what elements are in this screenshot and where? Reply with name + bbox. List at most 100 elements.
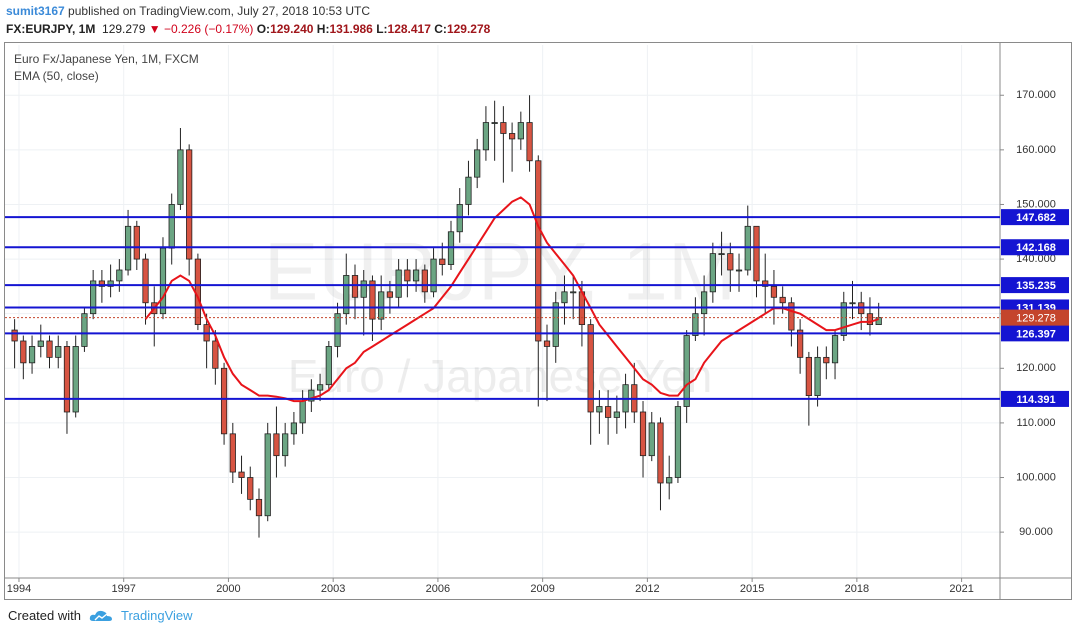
candle-body xyxy=(360,280,367,298)
candle-body xyxy=(683,335,690,407)
candle-body xyxy=(814,356,821,397)
l-label: L: xyxy=(376,22,388,36)
candle-body xyxy=(797,329,804,358)
x-tick-label: 2009 xyxy=(530,583,554,595)
level-label-box xyxy=(1001,209,1069,226)
candle-body xyxy=(343,275,350,315)
candle-body xyxy=(866,313,874,326)
candle-body xyxy=(849,302,856,305)
c-label: C: xyxy=(434,22,447,36)
candle-body xyxy=(491,122,498,124)
y-tick-label: 140.000 xyxy=(1016,253,1056,265)
x-tick-label: 2021 xyxy=(949,583,973,595)
close-value: 129.278 xyxy=(446,22,491,36)
candle-body xyxy=(543,340,551,347)
candle-body xyxy=(369,280,376,320)
legend-entry: EMA (50, close) xyxy=(14,69,99,83)
level-label-box xyxy=(1001,277,1069,294)
candle-body xyxy=(570,291,577,294)
x-tick-label: 1994 xyxy=(7,583,31,595)
level-label: 126.397 xyxy=(1016,328,1056,340)
candle-body xyxy=(142,258,149,304)
logo xyxy=(89,610,112,621)
watermark-symbol: EURJPY, 1M xyxy=(264,227,736,318)
symbol-line: FX:EURJPY, 1M 129.279 ▼ −0.226 (−0.17%) … xyxy=(6,22,490,36)
candle-body xyxy=(430,258,437,293)
candle-body xyxy=(133,225,140,260)
low-value: 128.417 xyxy=(387,22,431,36)
x-tick-label: 2018 xyxy=(845,583,869,595)
candle-body xyxy=(20,340,27,364)
candle-body xyxy=(299,400,306,424)
candle-body xyxy=(308,389,315,402)
candle-body xyxy=(255,498,263,517)
ema-line xyxy=(144,196,880,403)
candle-body xyxy=(718,253,725,256)
candle-body xyxy=(316,384,324,391)
logo-line xyxy=(94,612,108,620)
candle-body xyxy=(46,340,53,358)
author[interactable]: sumit3167 xyxy=(6,4,65,18)
x-tick-label: 2012 xyxy=(635,583,659,595)
x-tick-label: 2006 xyxy=(426,583,450,595)
candle-body xyxy=(238,471,245,478)
candle-body xyxy=(526,122,533,162)
high-value: 131.986 xyxy=(329,22,373,36)
last-price-box xyxy=(1001,309,1069,326)
candle-body xyxy=(81,313,88,347)
candle-body xyxy=(63,346,71,413)
chart: EURJPY, 1M Euro / Japanese Yen Euro Fx/J… xyxy=(4,42,1072,600)
candle-body xyxy=(735,269,743,272)
x-tick-label: 2000 xyxy=(216,583,240,595)
candle-body xyxy=(709,253,716,293)
candle-body xyxy=(212,340,219,369)
candle-body xyxy=(273,433,280,457)
candle-body xyxy=(779,296,786,304)
candle-body xyxy=(535,160,542,342)
watermark-name: Euro / Japanese Yen xyxy=(288,350,713,402)
open-value: 129.240 xyxy=(270,22,314,36)
candle-body xyxy=(421,269,428,293)
candle-body xyxy=(107,280,114,287)
candle-body xyxy=(378,291,385,320)
candle-body xyxy=(37,340,44,347)
price: 129.279 xyxy=(102,22,146,36)
candle-body xyxy=(247,477,254,500)
chart-title: Euro Fx/Japanese Yen, 1M, FXCM xyxy=(14,52,199,66)
candle-body xyxy=(11,329,18,342)
candle-body xyxy=(648,422,655,457)
candle-body xyxy=(55,346,62,358)
candle-body xyxy=(788,302,795,331)
y-tick-label: 170.000 xyxy=(1016,89,1056,101)
candle-body xyxy=(753,225,760,282)
x-tick-label: 1997 xyxy=(111,583,135,595)
brand[interactable]: TradingView xyxy=(120,608,193,623)
candle-body xyxy=(439,258,446,265)
candle-body xyxy=(561,291,568,304)
candle-body xyxy=(639,411,647,457)
candle-body xyxy=(508,133,516,140)
candle-body xyxy=(282,433,289,457)
y-tick-label: 120.000 xyxy=(1016,362,1056,374)
candle-body xyxy=(465,176,472,205)
candle-body xyxy=(404,269,411,282)
candle-body xyxy=(587,324,594,413)
candle-body xyxy=(657,422,664,484)
candle-body xyxy=(482,122,490,151)
candle-body xyxy=(552,302,559,347)
level-label-box xyxy=(1001,390,1069,407)
candle-body xyxy=(412,269,420,282)
candle-body xyxy=(186,149,193,260)
candle-body xyxy=(727,253,734,271)
candle-body xyxy=(177,149,184,205)
candle-body xyxy=(395,269,402,298)
x-tick-label: 2003 xyxy=(321,583,345,595)
candle-body xyxy=(674,406,682,478)
candle-body xyxy=(72,346,79,413)
candle-body xyxy=(159,247,167,315)
candle-body xyxy=(90,280,97,315)
candle-body xyxy=(840,302,847,336)
candle-body xyxy=(666,477,673,484)
candle-body xyxy=(823,356,830,364)
